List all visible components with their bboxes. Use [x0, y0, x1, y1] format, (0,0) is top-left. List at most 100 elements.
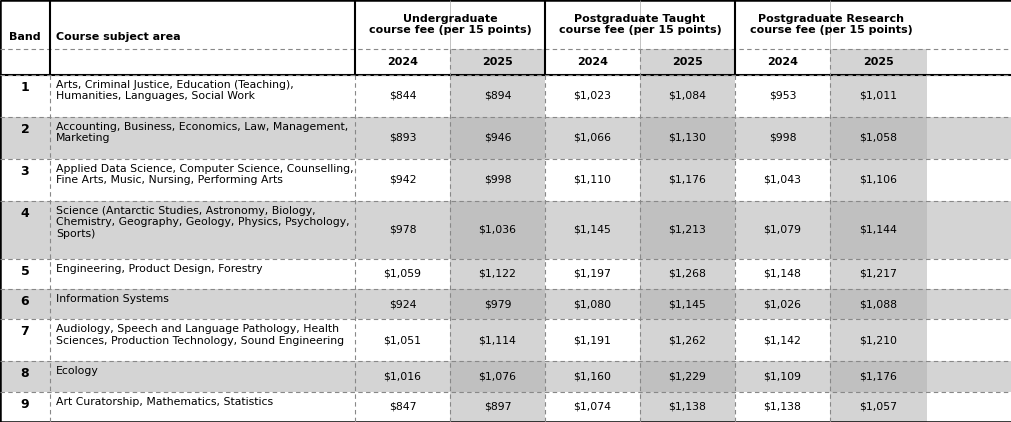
- Text: $1,229: $1,229: [668, 371, 706, 381]
- Text: $1,114: $1,114: [478, 335, 516, 345]
- Bar: [639, 159, 734, 200]
- Bar: [829, 361, 926, 392]
- Text: $897: $897: [483, 402, 511, 412]
- Text: 2024: 2024: [386, 57, 418, 67]
- Bar: [829, 116, 926, 159]
- Text: $1,023: $1,023: [573, 91, 611, 100]
- Text: 9: 9: [20, 398, 29, 411]
- Text: $1,110: $1,110: [573, 175, 611, 184]
- Bar: [829, 259, 926, 289]
- Text: Band: Band: [9, 32, 40, 42]
- Text: $1,130: $1,130: [668, 133, 706, 143]
- Bar: [829, 200, 926, 259]
- Text: $1,144: $1,144: [858, 225, 897, 235]
- Text: $1,138: $1,138: [668, 402, 706, 412]
- Bar: [639, 289, 734, 319]
- Text: $998: $998: [483, 175, 511, 184]
- Bar: [450, 319, 545, 361]
- Bar: [450, 200, 545, 259]
- Text: $1,148: $1,148: [763, 269, 801, 279]
- Text: $1,059: $1,059: [383, 269, 422, 279]
- Text: $979: $979: [483, 299, 511, 309]
- Bar: [450, 289, 545, 319]
- Bar: [829, 392, 926, 422]
- Text: 2025: 2025: [862, 57, 893, 67]
- Text: $1,217: $1,217: [858, 269, 897, 279]
- Text: $1,074: $1,074: [573, 402, 611, 412]
- Text: 8: 8: [20, 368, 29, 380]
- Bar: [639, 116, 734, 159]
- Text: 4: 4: [20, 206, 29, 219]
- Bar: [829, 289, 926, 319]
- Text: Undergraduate
course fee (per 15 points): Undergraduate course fee (per 15 points): [368, 14, 531, 35]
- Bar: [450, 392, 545, 422]
- Text: $844: $844: [388, 91, 416, 100]
- Text: 1: 1: [20, 81, 29, 94]
- Bar: [450, 259, 545, 289]
- Bar: [829, 319, 926, 361]
- Text: Postgraduate Research
course fee (per 15 points): Postgraduate Research course fee (per 15…: [749, 14, 912, 35]
- Text: 2025: 2025: [671, 57, 703, 67]
- Bar: [829, 75, 926, 116]
- Text: $1,145: $1,145: [573, 225, 611, 235]
- Text: 2025: 2025: [481, 57, 513, 67]
- Bar: [0, 200, 1011, 259]
- Text: 2024: 2024: [576, 57, 608, 67]
- Text: 3: 3: [20, 165, 29, 178]
- Text: $1,016: $1,016: [383, 371, 422, 381]
- Text: $1,142: $1,142: [763, 335, 801, 345]
- Text: $1,043: $1,043: [762, 175, 801, 184]
- Bar: [829, 159, 926, 200]
- Bar: [0, 361, 1011, 392]
- Text: Postgraduate Taught
course fee (per 15 points): Postgraduate Taught course fee (per 15 p…: [558, 14, 721, 35]
- Text: Ecology: Ecology: [56, 366, 99, 376]
- Text: 7: 7: [20, 325, 29, 338]
- Text: Applied Data Science, Computer Science, Counselling,
Fine Arts, Music, Nursing, : Applied Data Science, Computer Science, …: [56, 164, 353, 185]
- Bar: [450, 361, 545, 392]
- Text: $1,191: $1,191: [573, 335, 611, 345]
- Text: $942: $942: [388, 175, 416, 184]
- Text: $1,058: $1,058: [858, 133, 897, 143]
- Text: $1,109: $1,109: [762, 371, 801, 381]
- Text: $1,145: $1,145: [668, 299, 706, 309]
- Bar: [639, 392, 734, 422]
- Text: $1,051: $1,051: [383, 335, 422, 345]
- Text: 2: 2: [20, 122, 29, 135]
- Text: $1,138: $1,138: [763, 402, 801, 412]
- Bar: [0, 116, 1011, 159]
- Bar: [639, 259, 734, 289]
- Text: $978: $978: [388, 225, 416, 235]
- Text: $1,197: $1,197: [573, 269, 611, 279]
- Bar: [450, 75, 545, 116]
- Text: $1,210: $1,210: [858, 335, 897, 345]
- Text: $924: $924: [388, 299, 416, 309]
- Text: Science (Antarctic Studies, Astronomy, Biology,
Chemistry, Geography, Geology, P: Science (Antarctic Studies, Astronomy, B…: [56, 206, 349, 239]
- Bar: [829, 49, 926, 75]
- Bar: [639, 200, 734, 259]
- Text: Engineering, Product Design, Forestry: Engineering, Product Design, Forestry: [56, 264, 262, 274]
- Text: $1,160: $1,160: [573, 371, 611, 381]
- Text: $1,084: $1,084: [668, 91, 706, 100]
- Text: $847: $847: [388, 402, 416, 412]
- Bar: [0, 289, 1011, 319]
- Text: $1,011: $1,011: [858, 91, 897, 100]
- Text: Arts, Criminal Justice, Education (Teaching),
Humanities, Languages, Social Work: Arts, Criminal Justice, Education (Teach…: [56, 80, 293, 101]
- Text: $1,066: $1,066: [573, 133, 611, 143]
- Bar: [450, 159, 545, 200]
- Text: $1,079: $1,079: [762, 225, 801, 235]
- Text: $1,176: $1,176: [668, 175, 706, 184]
- Text: $1,268: $1,268: [668, 269, 706, 279]
- Text: $1,088: $1,088: [858, 299, 897, 309]
- Bar: [639, 361, 734, 392]
- Text: $1,106: $1,106: [858, 175, 897, 184]
- Text: Course subject area: Course subject area: [56, 32, 180, 42]
- Bar: [450, 116, 545, 159]
- Bar: [639, 319, 734, 361]
- Text: $1,036: $1,036: [478, 225, 516, 235]
- Bar: [639, 49, 734, 75]
- Text: $1,076: $1,076: [478, 371, 516, 381]
- Text: $1,057: $1,057: [858, 402, 897, 412]
- Text: 2024: 2024: [766, 57, 798, 67]
- Text: $1,176: $1,176: [858, 371, 897, 381]
- Text: $946: $946: [483, 133, 511, 143]
